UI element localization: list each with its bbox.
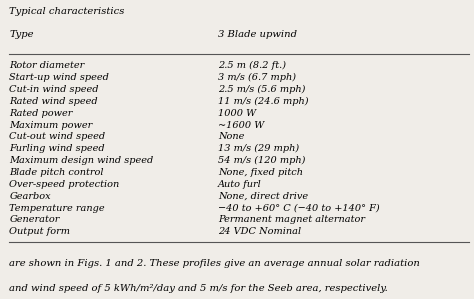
Text: Typical characteristics: Typical characteristics bbox=[9, 7, 125, 16]
Text: Output form: Output form bbox=[9, 227, 71, 236]
Text: Auto furl: Auto furl bbox=[218, 180, 262, 189]
Text: Cut-in wind speed: Cut-in wind speed bbox=[9, 85, 99, 94]
Text: Maximum power: Maximum power bbox=[9, 120, 93, 129]
Text: 3 m/s (6.7 mph): 3 m/s (6.7 mph) bbox=[218, 73, 296, 82]
Text: Cut-out wind speed: Cut-out wind speed bbox=[9, 132, 106, 141]
Text: Type: Type bbox=[9, 30, 34, 39]
Text: None: None bbox=[218, 132, 245, 141]
Text: 24 VDC Nominal: 24 VDC Nominal bbox=[218, 227, 301, 236]
Text: Generator: Generator bbox=[9, 216, 60, 225]
Text: None, direct drive: None, direct drive bbox=[218, 192, 308, 201]
Text: 2.5 m (8.2 ft.): 2.5 m (8.2 ft.) bbox=[218, 61, 286, 71]
Text: None, fixed pitch: None, fixed pitch bbox=[218, 168, 303, 177]
Text: Rotor diameter: Rotor diameter bbox=[9, 61, 85, 70]
Text: 54 m/s (120 mph): 54 m/s (120 mph) bbox=[218, 156, 305, 165]
Text: Rated power: Rated power bbox=[9, 109, 73, 118]
Text: Temperature range: Temperature range bbox=[9, 204, 105, 213]
Text: 11 m/s (24.6 mph): 11 m/s (24.6 mph) bbox=[218, 97, 309, 106]
Text: −40 to +60° C (−40 to +140° F): −40 to +60° C (−40 to +140° F) bbox=[218, 204, 380, 213]
Text: 2.5 m/s (5.6 mph): 2.5 m/s (5.6 mph) bbox=[218, 85, 305, 94]
Text: Start-up wind speed: Start-up wind speed bbox=[9, 73, 109, 82]
Text: Permanent magnet alternator: Permanent magnet alternator bbox=[218, 216, 365, 225]
Text: Furling wind speed: Furling wind speed bbox=[9, 144, 105, 153]
Text: and wind speed of 5 kWh/m²/day and 5 m/s for the Seeb area, respectively.: and wind speed of 5 kWh/m²/day and 5 m/s… bbox=[9, 284, 388, 293]
Text: are shown in Figs. 1 and 2. These profiles give an average annual solar radiatio: are shown in Figs. 1 and 2. These profil… bbox=[9, 259, 420, 268]
Text: Over-speed protection: Over-speed protection bbox=[9, 180, 120, 189]
Text: Gearbox: Gearbox bbox=[9, 192, 51, 201]
Text: 1000 W: 1000 W bbox=[218, 109, 256, 118]
Text: ~1600 W: ~1600 W bbox=[218, 120, 264, 129]
Text: Maximum design wind speed: Maximum design wind speed bbox=[9, 156, 154, 165]
Text: 3 Blade upwind: 3 Blade upwind bbox=[218, 30, 297, 39]
Text: Rated wind speed: Rated wind speed bbox=[9, 97, 98, 106]
Text: Blade pitch control: Blade pitch control bbox=[9, 168, 104, 177]
Text: 13 m/s (29 mph): 13 m/s (29 mph) bbox=[218, 144, 299, 153]
